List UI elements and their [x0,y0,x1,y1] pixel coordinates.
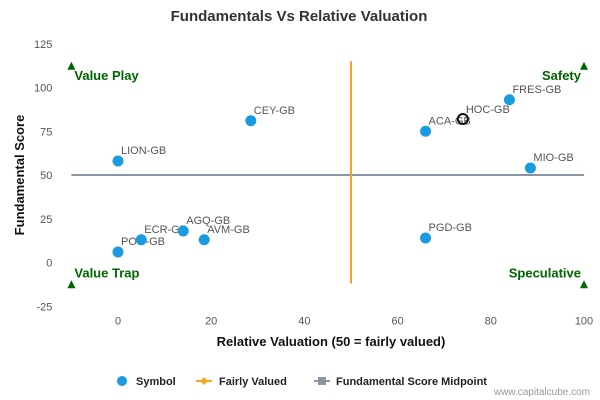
y-axis-title: Fundamental Score [12,115,27,236]
legend-label-midpoint: Fundamental Score Midpoint [336,376,487,388]
legend-label-symbol: Symbol [136,376,176,388]
x-tick-label: 0 [115,315,121,327]
quadrant-label-safety: Safety [542,68,582,83]
x-tick-label: 80 [485,315,497,327]
data-point-label: CEY-GB [254,105,295,117]
legend-marker-midpoint [318,377,326,385]
data-point [198,234,210,246]
data-point [245,115,257,127]
data-point [177,225,189,237]
highlight-marker [456,113,469,125]
quadrant-label-value-play: Value Play [74,68,139,83]
quadrant-label-value-trap: Value Trap [74,265,139,280]
credit-text: www.capitalcube.com [493,387,590,398]
y-tick-label: 125 [34,39,52,51]
data-point [112,155,124,167]
y-tick-label: 0 [46,258,52,270]
data-point-label: AVM-GB [207,224,250,236]
value-trap-marker-icon [67,280,76,289]
x-tick-label: 40 [298,315,310,327]
safety-marker-icon [580,61,588,70]
legend-marker-fairly-valued [200,377,208,385]
legend-label-fairly-valued: Fairly Valued [219,376,287,388]
data-point-label: FRES-GB [512,84,561,96]
x-axis-title: Relative Valuation (50 = fairly valued) [217,334,446,349]
data-point-label: ACA-GB [429,115,471,127]
speculative-marker-icon [580,280,588,289]
x-tick-label: 20 [205,315,217,327]
chart-title: Fundamentals Vs Relative Valuation [171,8,428,25]
x-tick-label: 60 [391,315,403,327]
data-point-label: ECR-GB [144,224,187,236]
y-tick-label: 75 [40,126,52,138]
data-point-label: MIO-GB [533,152,573,164]
y-tick-label: 25 [40,214,52,226]
plot-area: 0 20 40 60 80 100 -25 0 25 50 75 100 125 Value Play Sa… [34,39,593,328]
data-point-label: AGQ-GB [186,215,230,227]
legend-marker-symbol [117,376,127,386]
data-point-label: LION-GB [121,145,166,157]
data-point-label: PGD-GB [429,222,472,234]
quadrant-label-speculative: Speculative [509,265,581,280]
data-point [524,162,536,174]
y-tick-label: -25 [36,301,52,313]
y-tick-label: 100 [34,83,52,95]
y-tick-label: 50 [40,170,52,182]
data-point [135,234,147,246]
highlight-label: HOC-GB [466,104,510,116]
data-point [420,232,432,244]
data-point [503,94,515,106]
value-play-marker-icon [67,61,76,70]
data-point [112,246,124,258]
x-tick-label: 100 [575,315,593,327]
data-point [420,125,432,137]
legend: Symbol Fairly Valued Fundamental Score Mid… [117,376,487,388]
